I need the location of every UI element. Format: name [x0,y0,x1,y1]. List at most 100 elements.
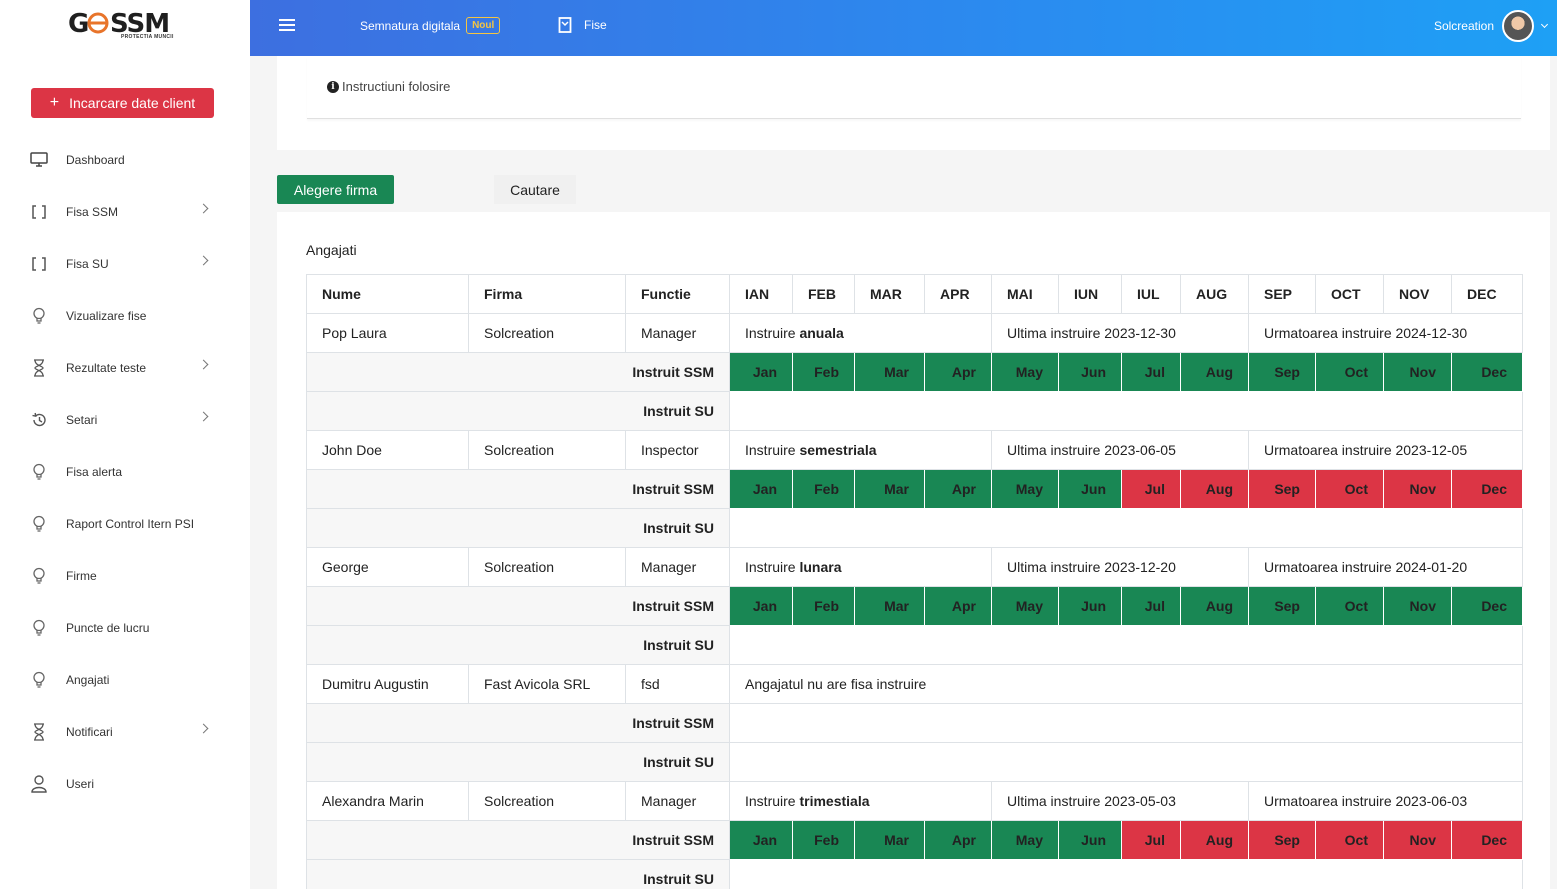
user-icon [30,775,48,793]
ssm-label: Instruit SSM [306,820,730,860]
month-status-cell: Apr [924,586,992,626]
sidebar-item-angajati[interactable]: Angajati [0,654,250,706]
training-type: Instruire semestriala [729,430,992,470]
sidebar-item-useri[interactable]: Useri [0,758,250,810]
chevron-down-icon [1540,20,1549,29]
svg-text:SSM: SSM [110,9,169,39]
digital-signature-label: Semnatura digitala [360,18,461,33]
ssm-empty-cell [729,703,1523,743]
instructions-toggle[interactable]: i Instructiuni folosire [327,79,450,94]
month-status-cell: Oct [1315,820,1384,860]
month-status-cell: Aug [1180,469,1249,509]
sidebar-item-fisa-alerta[interactable]: Fisa alerta [0,446,250,498]
bulb-icon [30,515,48,533]
sidebar-item-label: Dashboard [66,153,125,167]
fise-link[interactable]: Fise [558,17,607,33]
su-empty-cell [729,625,1523,665]
brand-logo[interactable]: G SSM PROTECTIA MUNCII [66,8,186,62]
table-row: John Doe Solcreation Inspector Instruire se… [306,430,1523,470]
sidebar-item-rezultate-teste[interactable]: Rezultate teste [0,342,250,394]
month-status-cell: Jul [1121,586,1181,626]
month-status-cell: Sep [1248,586,1316,626]
bulb-icon [30,567,48,585]
sidebar-item-label: Firme [66,569,97,583]
employee-name: Alexandra Marin [306,781,469,821]
month-status-cell: Jan [729,586,793,626]
next-training: Urmatoarea instruire 2023-12-05 [1248,430,1523,470]
training-type: Instruire trimestiala [729,781,992,821]
month-status-cell: Nov [1383,352,1452,392]
month-status-cell: Feb [792,586,855,626]
sidebar-item-setari[interactable]: Setari [0,394,250,446]
month-status-cell: Jul [1121,469,1181,509]
employee-role: Inspector [625,430,730,470]
bulb-icon [30,671,48,689]
employee-company: Solcreation [468,313,626,353]
instructions-panel: i Instructiuni folosire [307,56,1521,119]
table-row: Dumitru Augustin Fast Avicola SRL fsd Angaj… [306,664,1523,704]
month-status-cell: Oct [1315,469,1384,509]
employee-company: Solcreation [468,430,626,470]
sidebar-item-dashboard[interactable]: Dashboard [0,134,250,186]
month-status-cell: May [991,820,1059,860]
hourglass-icon [30,359,48,377]
load-client-data-button[interactable]: + Incarcare date client [31,88,214,118]
month-status-cell: Dec [1451,469,1523,509]
sidebar-item-puncte-de-lucru[interactable]: Puncte de lucru [0,602,250,654]
month-status-cell: Jun [1058,586,1122,626]
ssm-row: Instruit SSM [306,703,1523,743]
bookmark-icon [558,17,572,33]
sidebar-item-firme[interactable]: Firme [0,550,250,602]
sidebar-item-raport-control-itern-psi[interactable]: Raport Control Itern PSI [0,498,250,550]
su-row: Instruit SU [306,742,1523,782]
training-prefix: Instruire [745,793,800,809]
month-header: IAN [729,274,793,314]
sidebar-item-notificari[interactable]: Notificari [0,706,250,758]
su-label: Instruit SU [306,742,730,782]
ssm-label: Instruit SSM [306,352,730,392]
su-row: Instruit SU [306,391,1523,431]
tab-search[interactable]: Cautare [494,175,576,204]
employee-company: Fast Avicola SRL [468,664,626,704]
training-prefix: Instruire [745,325,800,341]
digital-signature-link[interactable]: Semnatura digitala Noul [360,17,501,34]
sidebar-item-label: Vizualizare fise [66,309,147,323]
tab-choose-company[interactable]: Alegere firma [277,175,394,204]
instructions-card: i Instructiuni folosire [277,56,1550,150]
sidebar-item-label: Notificari [66,725,113,739]
next-training: Urmatoarea instruire 2024-01-20 [1248,547,1523,587]
month-status-cell: Apr [924,469,992,509]
instructions-label: Instructiuni folosire [342,79,451,94]
new-badge: Noul [466,17,501,34]
sidebar-item-fisa-ssm[interactable]: Fisa SSM [0,186,250,238]
menu-toggle-icon[interactable] [279,19,295,31]
next-training: Urmatoarea instruire 2023-06-03 [1248,781,1523,821]
month-status-cell: Dec [1451,586,1523,626]
month-status-cell: Feb [792,820,855,860]
sidebar-item-vizualizare-fise[interactable]: Vizualizare fise [0,290,250,342]
no-training-sheet: Angajatul nu are fisa instruire [729,664,1523,704]
month-header: NOV [1383,274,1452,314]
su-empty-cell [729,508,1523,548]
user-menu[interactable]: Solcreation [1434,10,1549,42]
chevron-right-icon [198,255,209,266]
section-title: Angajati [306,242,357,258]
sidebar-item-fisa-su[interactable]: Fisa SU [0,238,250,290]
su-empty-cell [729,859,1523,889]
month-header: SEP [1248,274,1316,314]
ssm-row: Instruit SSM Jan Feb Mar Apr May Jun Jul Aug Sep O… [306,469,1523,509]
employee-name: George [306,547,469,587]
training-prefix: Instruire [745,559,800,575]
training-type: Instruire lunara [729,547,992,587]
sidebar-item-label: Setari [66,413,98,427]
training-frequency: trimestiala [799,793,870,809]
employee-role: Manager [625,781,730,821]
month-status-cell: Jan [729,352,793,392]
hourglass-icon [30,723,48,741]
history-icon [30,411,48,429]
su-empty-cell [729,391,1523,431]
employee-role: fsd [625,664,730,704]
month-status-cell: Jan [729,820,793,860]
training-type: Instruire anuala [729,313,992,353]
bulb-icon [30,463,48,481]
